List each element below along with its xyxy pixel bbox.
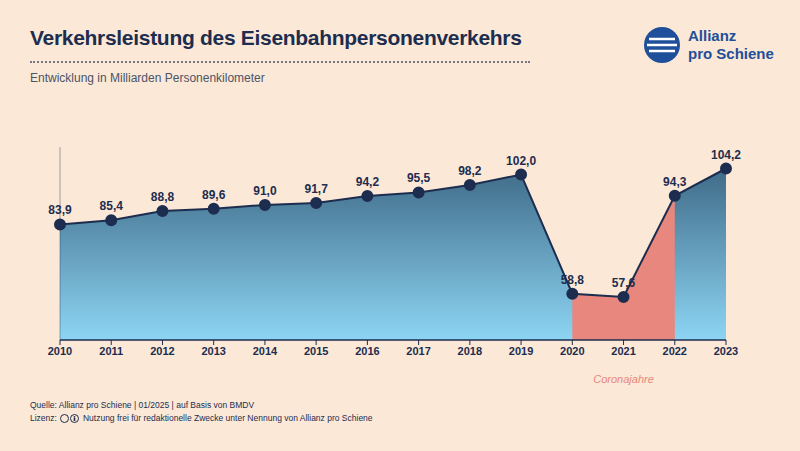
html-text:Allianz: Allianz xyxy=(688,27,737,44)
svg-text:2019: 2019 xyxy=(509,345,533,357)
svg-text:104,2: 104,2 xyxy=(711,148,741,162)
html-text:Coronajahre: Coronajahre xyxy=(593,373,654,385)
svg-text:2022: 2022 xyxy=(663,345,687,357)
html-text:Nutzung frei für redaktionelle: Nutzung frei für redaktionelle Zwecke un… xyxy=(82,413,373,423)
svg-text:102,0: 102,0 xyxy=(506,154,536,168)
html-text:Verkehrsleistung des Eisenbahn: Verkehrsleistung des Eisenbahnpersonenve… xyxy=(30,26,522,49)
svg-text:2023: 2023 xyxy=(714,345,738,357)
html-text:pro Schiene: pro Schiene xyxy=(688,45,774,62)
svg-text:89,6: 89,6 xyxy=(202,188,226,202)
svg-text:2020: 2020 xyxy=(560,345,584,357)
svg-text:88,8: 88,8 xyxy=(151,190,175,204)
svg-text:2011: 2011 xyxy=(99,345,123,357)
svg-text:2021: 2021 xyxy=(611,345,635,357)
svg-text:2016: 2016 xyxy=(355,345,379,357)
svg-text:2012: 2012 xyxy=(150,345,174,357)
svg-text:2017: 2017 xyxy=(406,345,430,357)
svg-text:95,5: 95,5 xyxy=(407,171,431,185)
svg-text:94,2: 94,2 xyxy=(356,175,380,189)
svg-text:58,8: 58,8 xyxy=(561,273,585,287)
svg-text:2015: 2015 xyxy=(304,345,328,357)
svg-text:2010: 2010 xyxy=(48,345,72,357)
svg-text:2013: 2013 xyxy=(201,345,225,357)
svg-text:83,9: 83,9 xyxy=(48,203,72,217)
svg-text:57,6: 57,6 xyxy=(612,276,636,290)
html-text:Lizenz:: Lizenz: xyxy=(30,413,57,423)
svg-text:2018: 2018 xyxy=(458,345,482,357)
svg-text:2014: 2014 xyxy=(253,345,278,357)
html-text:Entwicklung in Milliarden Pers: Entwicklung in Milliarden Personenkilome… xyxy=(30,71,265,85)
svg-text:98,2: 98,2 xyxy=(458,164,482,178)
html-text:Quelle: Allianz pro Schiene |: Quelle: Allianz pro Schiene | 01/2025 | … xyxy=(30,400,255,410)
svg-text:91,0: 91,0 xyxy=(253,184,277,198)
svg-text:91,7: 91,7 xyxy=(304,182,328,196)
svg-text:85,4: 85,4 xyxy=(100,199,124,213)
svg-text:94,3: 94,3 xyxy=(663,175,687,189)
